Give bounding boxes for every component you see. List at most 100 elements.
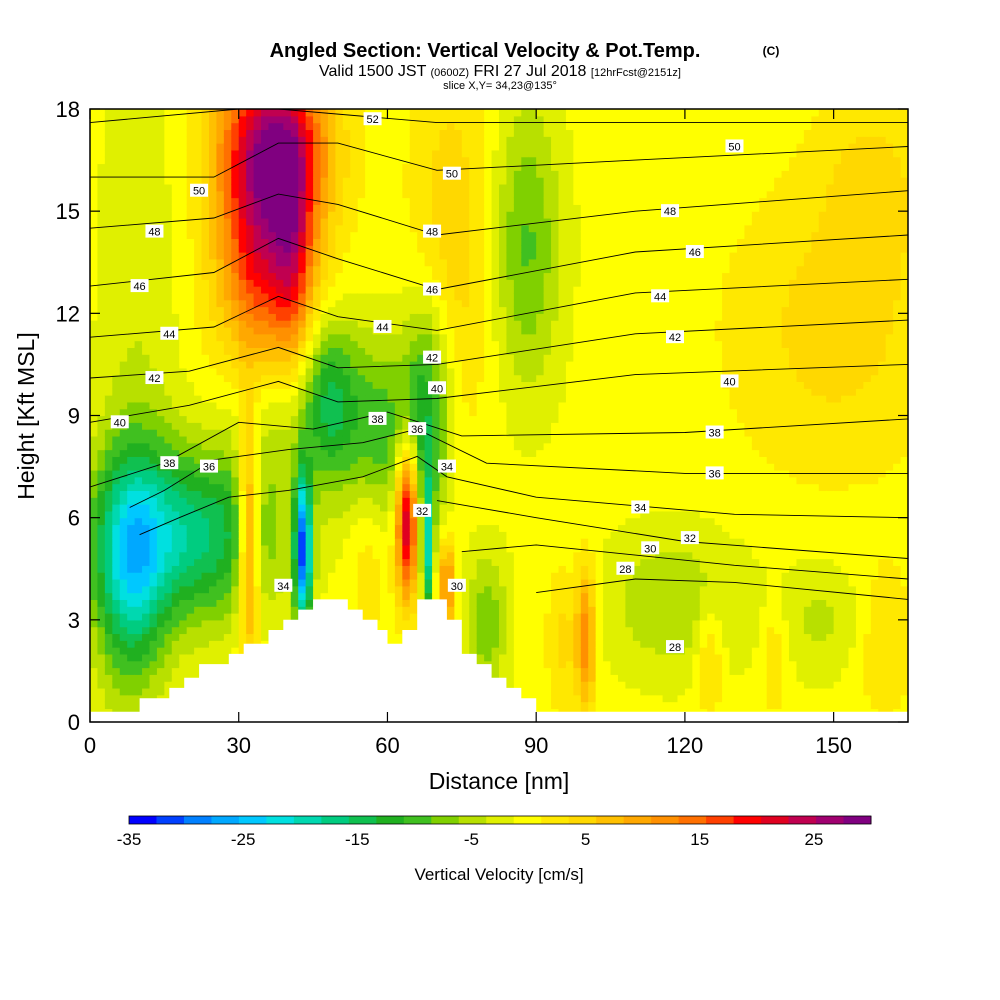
heat-cell <box>409 592 418 600</box>
heat-cell <box>127 136 136 144</box>
heat-cell <box>320 299 329 308</box>
heat-cell <box>231 163 240 171</box>
heat-cell <box>446 265 455 274</box>
heat-cell <box>208 286 218 294</box>
heat-cell <box>97 326 106 335</box>
heat-cell <box>305 429 314 437</box>
heat-cell <box>387 109 396 117</box>
heat-cell <box>439 177 448 185</box>
heat-cell <box>119 149 128 158</box>
heat-cell <box>484 558 493 566</box>
heat-cell <box>469 647 478 655</box>
heat-cell <box>223 217 232 226</box>
heat-cell <box>149 592 158 600</box>
heat-cell <box>432 333 441 342</box>
heat-cell <box>112 681 121 689</box>
heat-cell <box>491 429 500 437</box>
heat-cell <box>134 224 143 233</box>
heat-cell <box>350 449 359 457</box>
heat-cell <box>142 190 151 199</box>
heat-cell <box>97 483 106 492</box>
heat-cell <box>156 149 165 158</box>
heat-cell <box>201 156 210 165</box>
heat-cell <box>402 367 411 376</box>
heat-cell <box>290 456 299 464</box>
heat-cell <box>216 231 225 240</box>
heat-cell <box>90 224 99 233</box>
heat-cell <box>134 435 143 444</box>
heat-cell <box>402 163 411 171</box>
heat-cell <box>327 435 336 444</box>
heat-cell <box>90 286 99 294</box>
heat-cell <box>90 476 99 485</box>
heat-cell <box>394 538 403 546</box>
heat-cell <box>216 156 225 165</box>
heat-cell <box>253 504 262 512</box>
heat-cell <box>238 245 247 253</box>
heat-cell <box>357 354 366 362</box>
heat-cell <box>216 224 225 233</box>
heat-cell <box>380 374 389 383</box>
heat-cell <box>305 463 314 471</box>
valid-time: Valid 1500 JST (0600Z) FRI 27 Jul 2018 [… <box>319 63 681 80</box>
heat-cell <box>469 177 478 185</box>
heat-cell <box>223 374 232 383</box>
heat-cell <box>335 524 344 532</box>
heat-cell <box>469 238 478 246</box>
heat-cell <box>335 449 344 457</box>
heat-cell <box>253 544 262 553</box>
heat-cell <box>238 619 247 628</box>
heat-cell <box>223 197 232 205</box>
heat-cell <box>409 483 418 492</box>
heat-cell <box>409 517 418 526</box>
heat-cell <box>313 483 322 492</box>
heat-cell <box>194 456 203 464</box>
heat-cell <box>156 163 165 171</box>
heat-cell <box>194 497 203 505</box>
heat-cell <box>238 197 247 205</box>
heat-cell <box>350 429 359 437</box>
heat-cell <box>186 476 195 485</box>
heat-cell <box>409 613 418 621</box>
heat-cell <box>201 279 210 287</box>
heat-cell <box>127 504 136 512</box>
heat-cell <box>402 449 411 457</box>
heat-cell <box>342 204 351 212</box>
heat-cell <box>246 558 255 566</box>
heat-cell <box>149 326 158 335</box>
heat-cell <box>313 572 322 580</box>
heat-cell <box>201 606 210 614</box>
heat-cell <box>365 149 374 158</box>
heat-cell <box>97 408 106 417</box>
heat-cell <box>439 517 448 526</box>
heat-cell <box>327 197 336 205</box>
heat-cell <box>298 408 307 417</box>
heat-cell <box>365 286 374 294</box>
heat-cell <box>127 667 136 675</box>
heat-cell <box>119 340 128 348</box>
heat-cell <box>439 490 448 498</box>
heat-cell <box>439 585 448 594</box>
heat-cell <box>246 265 255 274</box>
heat-cell <box>238 469 247 478</box>
heat-cell <box>290 504 299 512</box>
heat-cell <box>320 156 329 165</box>
heat-cell <box>149 551 158 560</box>
heat-cell <box>424 115 433 124</box>
heat-cell <box>216 299 225 308</box>
heat-cell <box>417 109 426 117</box>
heat-cell <box>268 292 277 301</box>
heat-cell <box>142 633 151 641</box>
heat-cell <box>268 469 277 478</box>
heat-cell <box>372 224 381 233</box>
heat-cell <box>208 429 218 437</box>
heat-cell <box>357 381 366 389</box>
heat-cell <box>290 401 299 410</box>
heat-cell <box>439 361 448 369</box>
heat-cell <box>469 435 478 444</box>
heat-cell <box>142 449 151 457</box>
heat-cell <box>90 238 99 246</box>
heat-cell <box>298 578 307 587</box>
heat-cell <box>97 245 106 253</box>
heat-cell <box>164 149 173 158</box>
